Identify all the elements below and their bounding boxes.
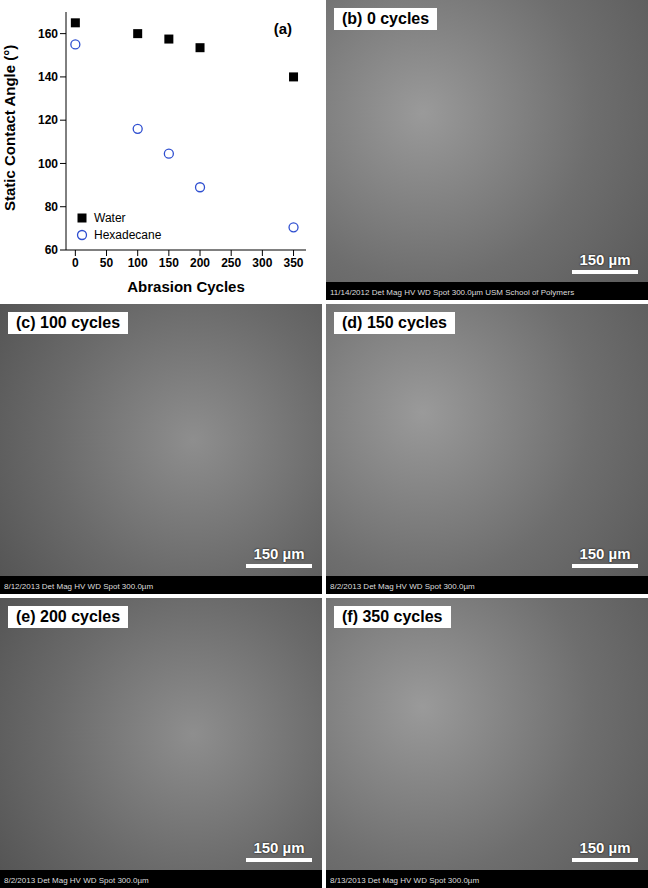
html-text:(a): (a) [273, 20, 292, 37]
svg-text:160: 160 [38, 27, 58, 41]
html-text:8/12/2013 Det Mag HV WD Spot 3: 8/12/2013 Det Mag HV WD Spot 300.0µm [4, 582, 154, 591]
html-text:150 µm: 150 µm [253, 545, 305, 562]
html-text:150 µm: 150 µm [579, 839, 631, 856]
html-text:8/2/2013 Det Mag HV WD Spot 30: 8/2/2013 Det Mag HV WD Spot 300.0µm [330, 582, 475, 591]
svg-text:120: 120 [38, 113, 58, 127]
svg-text:200: 200 [190, 256, 210, 270]
svg-text:Static Contact Angle (°): Static Contact Angle (°) [1, 45, 18, 211]
html-text:Hexadecane: Hexadecane [94, 228, 162, 242]
html-text:(d) 150 cycles: (d) 150 cycles [342, 314, 447, 331]
svg-text:0: 0 [72, 256, 79, 270]
html-text:11/14/2012 Det Mag HV WD Spot: 11/14/2012 Det Mag HV WD Spot 300.0µm US… [330, 288, 575, 297]
svg-text:250: 250 [221, 256, 241, 270]
svg-text:100: 100 [38, 157, 58, 171]
html-text:8/2/2013 Det Mag HV WD Spot 30: 8/2/2013 Det Mag HV WD Spot 300.0µm [4, 876, 149, 885]
svg-text:100: 100 [128, 256, 148, 270]
html-text:(e) 200 cycles: (e) 200 cycles [16, 608, 121, 625]
svg-text:140: 140 [38, 70, 58, 84]
svg-text:300: 300 [252, 256, 272, 270]
html-text:150 µm: 150 µm [253, 839, 305, 856]
html-text:150 µm: 150 µm [579, 545, 631, 562]
html-text:(b) 0 cycles: (b) 0 cycles [342, 10, 430, 27]
svg-text:50: 50 [100, 256, 114, 270]
svg-text:150: 150 [159, 256, 179, 270]
html-text:8/13/2013 Det Mag HV WD Spot 3: 8/13/2013 Det Mag HV WD Spot 300.0µm [330, 876, 480, 885]
html-text:Water: Water [94, 211, 126, 225]
html-text:150 µm: 150 µm [579, 251, 631, 268]
svg-text:350: 350 [284, 256, 304, 270]
svg-text:Abrasion Cycles: Abrasion Cycles [127, 278, 245, 295]
svg-text:80: 80 [45, 200, 59, 214]
html-text:(f) 350 cycles: (f) 350 cycles [342, 608, 443, 625]
svg-text:60: 60 [45, 243, 59, 257]
html-text:(c) 100 cycles: (c) 100 cycles [16, 314, 121, 331]
